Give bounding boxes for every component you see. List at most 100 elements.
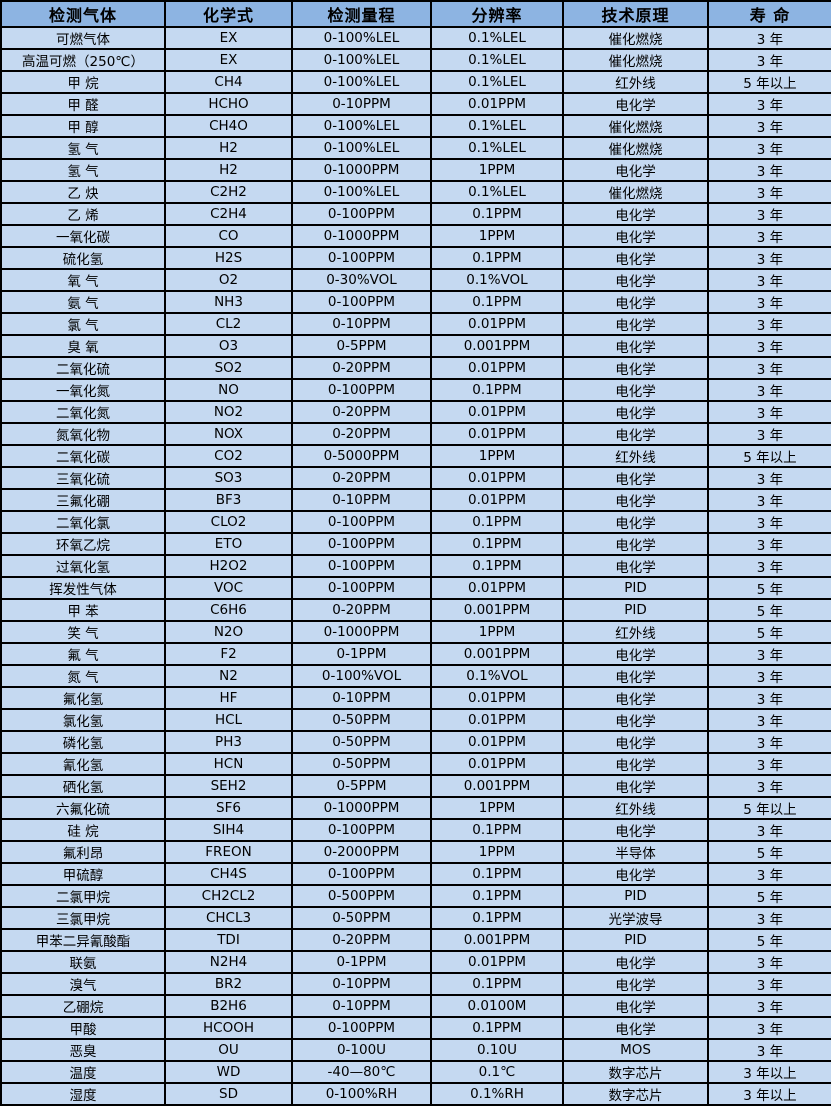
column-header-formula: 化学式	[164, 0, 293, 28]
lifespan-cell: 3 年	[707, 664, 831, 688]
resolution-cell: 0.10U	[430, 1038, 564, 1062]
resolution-cell: 0.1PPM	[430, 532, 564, 556]
formula-cell: SF6	[164, 796, 293, 820]
table-row: 高温可燃（250℃） EX 0-100%LEL 0.1%LEL 催化燃烧 3 年	[0, 48, 831, 72]
lifespan-cell: 3 年	[707, 708, 831, 732]
gas-name-cell: 氰化氢	[0, 752, 166, 776]
range-cell: 0-20PPM	[291, 598, 432, 622]
formula-cell: HCHO	[164, 92, 293, 116]
lifespan-cell: 3 年	[707, 92, 831, 116]
resolution-cell: 0.001PPM	[430, 928, 564, 952]
gas-name-cell: 三氯甲烷	[0, 906, 166, 930]
resolution-cell: 0.01PPM	[430, 708, 564, 732]
table-row: 一氧化氮 NO 0-100PPM 0.1PPM 电化学 3 年	[0, 378, 831, 402]
range-cell: 0-1000PPM	[291, 158, 432, 182]
principle-cell: 电化学	[562, 488, 709, 512]
principle-cell: PID	[562, 598, 709, 622]
formula-cell: H2S	[164, 246, 293, 270]
resolution-cell: 1PPM	[430, 158, 564, 182]
lifespan-cell: 5 年	[707, 884, 831, 908]
gas-name-cell: 氟 气	[0, 642, 166, 666]
resolution-cell: 0.1℃	[430, 1060, 564, 1084]
column-header-range: 检测量程	[291, 0, 432, 28]
gas-name-cell: 三氧化硫	[0, 466, 166, 490]
resolution-cell: 0.1PPM	[430, 378, 564, 402]
table-row: 氧 气 O2 0-30%VOL 0.1%VOL 电化学 3 年	[0, 268, 831, 292]
gas-name-cell: 环氧乙烷	[0, 532, 166, 556]
lifespan-cell: 5 年	[707, 598, 831, 622]
range-cell: 0-10PPM	[291, 994, 432, 1018]
resolution-cell: 0.001PPM	[430, 642, 564, 666]
range-cell: 0-50PPM	[291, 752, 432, 776]
formula-cell: C2H4	[164, 202, 293, 226]
table-row: 氮 气 N2 0-100%VOL 0.1%VOL 电化学 3 年	[0, 664, 831, 688]
gas-name-cell: 氨 气	[0, 290, 166, 314]
lifespan-cell: 5 年以上	[707, 70, 831, 94]
range-cell: 0-50PPM	[291, 708, 432, 732]
principle-cell: 电化学	[562, 972, 709, 996]
table-row: 甲 醇 CH4O 0-100%LEL 0.1%LEL 催化燃烧 3 年	[0, 114, 831, 138]
formula-cell: CO2	[164, 444, 293, 468]
range-cell: -40—80℃	[291, 1060, 432, 1084]
lifespan-cell: 5 年以上	[707, 444, 831, 468]
range-cell: 0-100U	[291, 1038, 432, 1062]
range-cell: 0-2000PPM	[291, 840, 432, 864]
principle-cell: 电化学	[562, 554, 709, 578]
range-cell: 0-100PPM	[291, 246, 432, 270]
range-cell: 0-1000PPM	[291, 620, 432, 644]
range-cell: 0-100PPM	[291, 576, 432, 600]
gas-name-cell: 乙 炔	[0, 180, 166, 204]
formula-cell: HCOOH	[164, 1016, 293, 1040]
resolution-cell: 0.1%LEL	[430, 136, 564, 160]
resolution-cell: 0.1PPM	[430, 554, 564, 578]
principle-cell: 电化学	[562, 818, 709, 842]
table-row: 环氧乙烷 ETO 0-100PPM 0.1PPM 电化学 3 年	[0, 532, 831, 556]
table-row: 氯化氢 HCL 0-50PPM 0.01PPM 电化学 3 年	[0, 708, 831, 732]
principle-cell: 电化学	[562, 290, 709, 314]
range-cell: 0-1000PPM	[291, 796, 432, 820]
resolution-cell: 0.1%VOL	[430, 664, 564, 688]
principle-cell: 光学波导	[562, 906, 709, 930]
lifespan-cell: 3 年	[707, 268, 831, 292]
table-row: 氰化氢 HCN 0-50PPM 0.01PPM 电化学 3 年	[0, 752, 831, 776]
resolution-cell: 0.01PPM	[430, 488, 564, 512]
resolution-cell: 0.1PPM	[430, 884, 564, 908]
lifespan-cell: 3 年	[707, 466, 831, 490]
resolution-cell: 0.0100M	[430, 994, 564, 1018]
resolution-cell: 0.01PPM	[430, 576, 564, 600]
principle-cell: 电化学	[562, 708, 709, 732]
lifespan-cell: 3 年	[707, 950, 831, 974]
table-row: 笑 气 N2O 0-1000PPM 1PPM 红外线 5 年	[0, 620, 831, 644]
gas-name-cell: 氟利昂	[0, 840, 166, 864]
gas-name-cell: 磷化氢	[0, 730, 166, 754]
resolution-cell: 0.1PPM	[430, 510, 564, 534]
resolution-cell: 0.1PPM	[430, 1016, 564, 1040]
formula-cell: N2	[164, 664, 293, 688]
table-row: 二氧化氯 CLO2 0-100PPM 0.1PPM 电化学 3 年	[0, 510, 831, 534]
formula-cell: OU	[164, 1038, 293, 1062]
lifespan-cell: 5 年	[707, 576, 831, 600]
table-row: 氟 气 F2 0-1PPM 0.001PPM 电化学 3 年	[0, 642, 831, 666]
resolution-cell: 0.01PPM	[430, 752, 564, 776]
table-row: 氢 气 H2 0-100%LEL 0.1%LEL 催化燃烧 3 年	[0, 136, 831, 160]
range-cell: 0-10PPM	[291, 972, 432, 996]
table-row: 甲 醛 HCHO 0-10PPM 0.01PPM 电化学 3 年	[0, 92, 831, 116]
resolution-cell: 0.1PPM	[430, 202, 564, 226]
range-cell: 0-100%LEL	[291, 48, 432, 72]
range-cell: 0-100%LEL	[291, 136, 432, 160]
gas-name-cell: 三氟化硼	[0, 488, 166, 512]
gas-name-cell: 乙硼烷	[0, 994, 166, 1018]
formula-cell: NO2	[164, 400, 293, 424]
resolution-cell: 0.1PPM	[430, 862, 564, 886]
principle-cell: PID	[562, 884, 709, 908]
formula-cell: H2	[164, 158, 293, 182]
lifespan-cell: 3 年以上	[707, 1060, 831, 1084]
range-cell: 0-100%LEL	[291, 26, 432, 50]
lifespan-cell: 3 年	[707, 752, 831, 776]
gas-name-cell: 臭 氧	[0, 334, 166, 358]
formula-cell: HF	[164, 686, 293, 710]
principle-cell: 电化学	[562, 862, 709, 886]
principle-cell: 催化燃烧	[562, 180, 709, 204]
resolution-cell: 1PPM	[430, 840, 564, 864]
lifespan-cell: 3 年	[707, 26, 831, 50]
